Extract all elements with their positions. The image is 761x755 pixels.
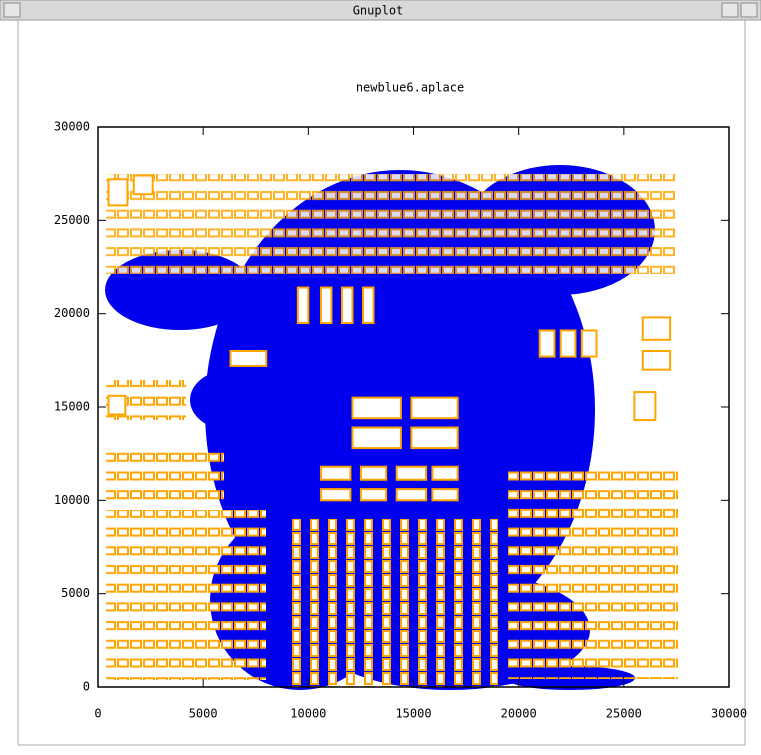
macro-block	[353, 428, 401, 449]
macro-block	[231, 351, 267, 366]
macro-block	[342, 288, 353, 323]
macro-block	[353, 398, 401, 419]
x-tick-label: 15000	[395, 707, 431, 721]
page: Gnuplot newblue6.aplace 0 5000 10000 15000 2…	[0, 0, 761, 751]
macro-block	[397, 489, 426, 500]
chart-title: newblue6.aplace	[356, 81, 464, 95]
macro-block	[363, 288, 374, 323]
y-tick-label: 20000	[54, 306, 90, 320]
macro-block	[643, 317, 670, 339]
macro-block	[634, 392, 655, 420]
maximize-button[interactable]	[741, 3, 757, 17]
window-title: Gnuplot	[353, 4, 404, 18]
y-tick-label: 15000	[54, 400, 90, 414]
y-tick-label: 10000	[54, 493, 90, 507]
macro-block	[361, 489, 386, 500]
macro-block	[298, 288, 309, 323]
macro-block	[361, 467, 386, 480]
menu-button[interactable]	[4, 3, 20, 17]
x-tick-label: 25000	[606, 707, 642, 721]
x-tick-label: 10000	[290, 707, 326, 721]
macro-block	[561, 330, 576, 356]
macro-block	[321, 288, 332, 323]
macro-block	[582, 330, 597, 356]
macro-block	[643, 351, 670, 370]
y-tick-label: 30000	[54, 120, 90, 134]
minimize-button[interactable]	[722, 3, 738, 17]
macro-block	[321, 489, 350, 500]
macro-block	[321, 467, 350, 480]
macro-block	[432, 467, 457, 480]
window: Gnuplot newblue6.aplace 0 5000 10000 15000 2…	[0, 0, 761, 751]
y-tick-label: 5000	[61, 586, 90, 600]
x-tick-label: 5000	[189, 707, 218, 721]
x-tick-label: 0	[94, 707, 101, 721]
macro-block	[411, 428, 457, 449]
x-tick-label: 20000	[501, 707, 537, 721]
y-tick-label: 25000	[54, 213, 90, 227]
macro-block	[540, 330, 555, 356]
x-tick-label: 30000	[711, 707, 747, 721]
macro-block	[134, 176, 153, 195]
y-tick-label: 0	[83, 680, 90, 694]
macro-block	[109, 179, 128, 205]
macro-block	[411, 398, 457, 419]
macro-block	[109, 396, 126, 415]
macro-block	[432, 489, 457, 500]
macro-block	[397, 467, 426, 480]
